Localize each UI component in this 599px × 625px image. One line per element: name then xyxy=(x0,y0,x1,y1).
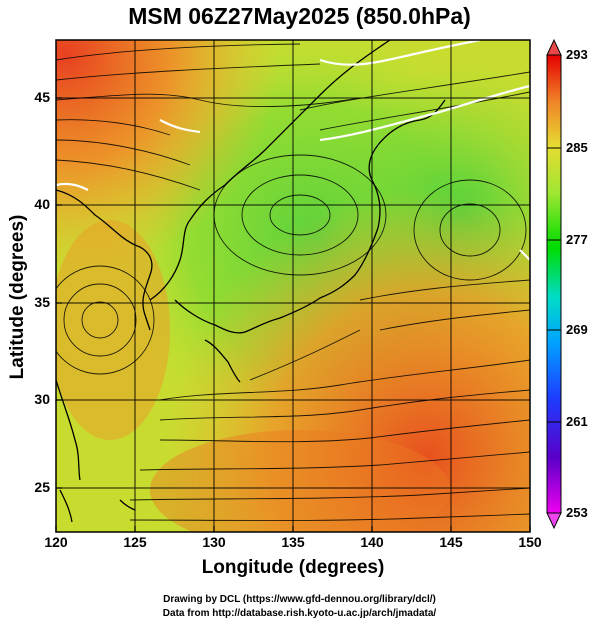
chart-title: MSM 06Z27May2025 (850.0hPa) xyxy=(128,3,471,29)
colorbar-tick-label: 261 xyxy=(566,414,588,429)
x-tick-label: 140 xyxy=(360,534,384,550)
colorbar-tick-label: 269 xyxy=(566,322,588,337)
x-tick-marks xyxy=(55,526,531,532)
x-tick-label: 145 xyxy=(439,534,463,550)
x-tick-label: 130 xyxy=(202,534,226,550)
footer-credit: Drawing by DCL (https://www.gfd-dennou.o… xyxy=(163,594,436,605)
y-tick-label: 30 xyxy=(34,391,50,407)
colorbar-tick-label: 293 xyxy=(566,47,588,62)
footer-data-source: Data from http://database.rish.kyoto-u.a… xyxy=(162,608,437,619)
x-tick-label: 120 xyxy=(44,534,68,550)
colorbar-bottom-triangle xyxy=(546,512,562,530)
y-axis-label: Latitude (degrees) xyxy=(7,214,28,380)
y-tick-label: 40 xyxy=(34,196,50,212)
y-tick-label: 45 xyxy=(34,89,50,105)
x-tick-label: 150 xyxy=(518,534,542,550)
temperature-field xyxy=(56,40,530,532)
colorbar-tick-label: 253 xyxy=(566,505,588,520)
x-tick-label: 125 xyxy=(123,534,147,550)
colorbar-gradient xyxy=(546,54,562,514)
x-tick-label: 135 xyxy=(281,534,305,550)
colorbar-tick-label: 285 xyxy=(566,140,588,155)
x-axis-label: Longitude (degrees) xyxy=(201,557,385,578)
colorbar-top-triangle xyxy=(546,38,562,56)
colorbar xyxy=(546,38,562,530)
y-tick-marks xyxy=(56,97,62,489)
y-tick-label: 25 xyxy=(34,479,50,495)
colorbar-tick-label: 277 xyxy=(566,232,588,247)
contour-lines xyxy=(56,40,530,261)
grid-lines xyxy=(56,40,530,532)
y-tick-label: 35 xyxy=(34,294,50,310)
